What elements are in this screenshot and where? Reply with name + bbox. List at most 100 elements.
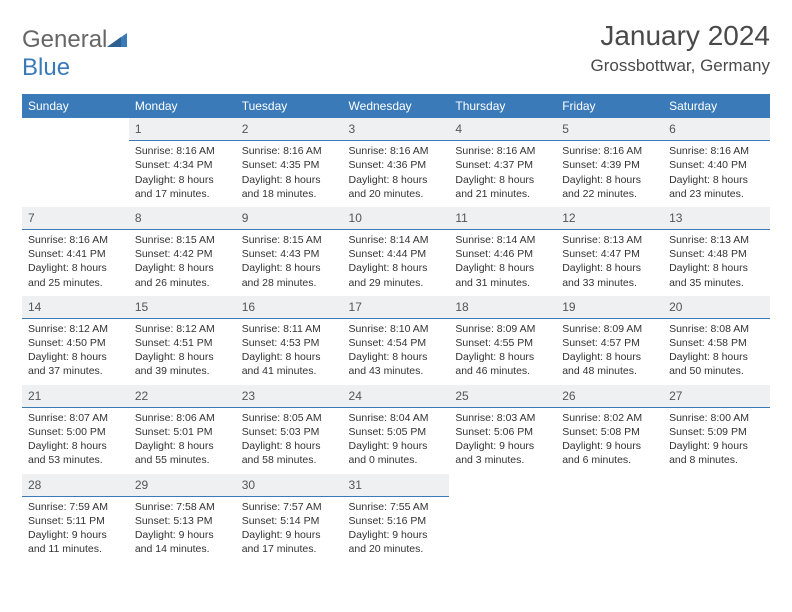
sunrise-text: Sunrise: 8:11 AM [242, 322, 337, 336]
calendar-day-cell: 31Sunrise: 7:55 AMSunset: 5:16 PMDayligh… [343, 474, 450, 563]
day-number: 18 [449, 296, 556, 319]
calendar-day-cell: 17Sunrise: 8:10 AMSunset: 4:54 PMDayligh… [343, 296, 450, 385]
day-body: Sunrise: 8:15 AMSunset: 4:43 PMDaylight:… [236, 230, 343, 296]
daylight-line2: and 46 minutes. [455, 364, 550, 378]
sunrise-text: Sunrise: 8:04 AM [349, 411, 444, 425]
daylight-line2: and 14 minutes. [135, 542, 230, 556]
day-body: Sunrise: 8:06 AMSunset: 5:01 PMDaylight:… [129, 408, 236, 474]
sunrise-text: Sunrise: 8:05 AM [242, 411, 337, 425]
sunrise-text: Sunrise: 8:13 AM [562, 233, 657, 247]
day-number: 3 [343, 118, 450, 141]
calendar-week-row: 28Sunrise: 7:59 AMSunset: 5:11 PMDayligh… [22, 474, 770, 563]
sunset-text: Sunset: 5:06 PM [455, 425, 550, 439]
daylight-line2: and 11 minutes. [28, 542, 123, 556]
day-number: 28 [22, 474, 129, 497]
sunset-text: Sunset: 4:51 PM [135, 336, 230, 350]
day-number: 9 [236, 207, 343, 230]
sunset-text: Sunset: 4:43 PM [242, 247, 337, 261]
day-body: Sunrise: 8:09 AMSunset: 4:57 PMDaylight:… [556, 319, 663, 385]
calendar-empty-cell [22, 118, 129, 207]
logo-part1: General [22, 26, 107, 53]
day-number: 12 [556, 207, 663, 230]
daylight-line1: Daylight: 8 hours [242, 350, 337, 364]
weekday-header: Monday [129, 94, 236, 118]
weekday-header: Saturday [663, 94, 770, 118]
header: GeneralBlue January 2024 Grossbottwar, G… [22, 20, 770, 82]
daylight-line1: Daylight: 8 hours [349, 350, 444, 364]
daylight-line1: Daylight: 8 hours [135, 439, 230, 453]
sunrise-text: Sunrise: 8:06 AM [135, 411, 230, 425]
sunrise-text: Sunrise: 7:58 AM [135, 500, 230, 514]
daylight-line2: and 41 minutes. [242, 364, 337, 378]
daylight-line1: Daylight: 9 hours [349, 439, 444, 453]
day-number: 16 [236, 296, 343, 319]
day-body: Sunrise: 8:11 AMSunset: 4:53 PMDaylight:… [236, 319, 343, 385]
sunrise-text: Sunrise: 8:16 AM [349, 144, 444, 158]
daylight-line1: Daylight: 9 hours [28, 528, 123, 542]
daylight-line1: Daylight: 8 hours [242, 261, 337, 275]
weekday-header: Wednesday [343, 94, 450, 118]
calendar-day-cell: 8Sunrise: 8:15 AMSunset: 4:42 PMDaylight… [129, 207, 236, 296]
daylight-line1: Daylight: 8 hours [135, 261, 230, 275]
daylight-line1: Daylight: 8 hours [349, 261, 444, 275]
day-number: 20 [663, 296, 770, 319]
day-number: 6 [663, 118, 770, 141]
daylight-line2: and 0 minutes. [349, 453, 444, 467]
sunset-text: Sunset: 5:03 PM [242, 425, 337, 439]
day-body: Sunrise: 8:16 AMSunset: 4:40 PMDaylight:… [663, 141, 770, 207]
logo-part2: Blue [22, 54, 70, 81]
daylight-line1: Daylight: 8 hours [562, 173, 657, 187]
daylight-line1: Daylight: 8 hours [135, 173, 230, 187]
sunset-text: Sunset: 4:55 PM [455, 336, 550, 350]
day-body: Sunrise: 7:58 AMSunset: 5:13 PMDaylight:… [129, 497, 236, 563]
day-body: Sunrise: 8:15 AMSunset: 4:42 PMDaylight:… [129, 230, 236, 296]
day-number: 7 [22, 207, 129, 230]
daylight-line2: and 21 minutes. [455, 187, 550, 201]
daylight-line1: Daylight: 8 hours [28, 350, 123, 364]
daylight-line2: and 43 minutes. [349, 364, 444, 378]
day-number: 15 [129, 296, 236, 319]
sunrise-text: Sunrise: 8:10 AM [349, 322, 444, 336]
sunrise-text: Sunrise: 8:12 AM [135, 322, 230, 336]
sunrise-text: Sunrise: 8:16 AM [135, 144, 230, 158]
day-number: 13 [663, 207, 770, 230]
calendar-day-cell: 5Sunrise: 8:16 AMSunset: 4:39 PMDaylight… [556, 118, 663, 207]
sunset-text: Sunset: 5:14 PM [242, 514, 337, 528]
sunrise-text: Sunrise: 7:59 AM [28, 500, 123, 514]
day-number: 25 [449, 385, 556, 408]
day-body: Sunrise: 8:16 AMSunset: 4:34 PMDaylight:… [129, 141, 236, 207]
daylight-line1: Daylight: 8 hours [669, 350, 764, 364]
day-number: 8 [129, 207, 236, 230]
day-body: Sunrise: 8:00 AMSunset: 5:09 PMDaylight:… [663, 408, 770, 474]
calendar-day-cell: 13Sunrise: 8:13 AMSunset: 4:48 PMDayligh… [663, 207, 770, 296]
day-number: 31 [343, 474, 450, 497]
sunset-text: Sunset: 4:40 PM [669, 158, 764, 172]
sunrise-text: Sunrise: 8:16 AM [669, 144, 764, 158]
daylight-line1: Daylight: 8 hours [669, 261, 764, 275]
calendar-week-row: 7Sunrise: 8:16 AMSunset: 4:41 PMDaylight… [22, 207, 770, 296]
triangle-icon [107, 26, 127, 54]
day-number: 22 [129, 385, 236, 408]
daylight-line2: and 29 minutes. [349, 276, 444, 290]
daylight-line2: and 25 minutes. [28, 276, 123, 290]
weekday-header: Sunday [22, 94, 129, 118]
calendar-day-cell: 22Sunrise: 8:06 AMSunset: 5:01 PMDayligh… [129, 385, 236, 474]
daylight-line1: Daylight: 8 hours [135, 350, 230, 364]
day-body: Sunrise: 8:13 AMSunset: 4:48 PMDaylight:… [663, 230, 770, 296]
day-body: Sunrise: 8:03 AMSunset: 5:06 PMDaylight:… [449, 408, 556, 474]
day-body: Sunrise: 8:13 AMSunset: 4:47 PMDaylight:… [556, 230, 663, 296]
calendar-week-row: 21Sunrise: 8:07 AMSunset: 5:00 PMDayligh… [22, 385, 770, 474]
day-body: Sunrise: 8:16 AMSunset: 4:35 PMDaylight:… [236, 141, 343, 207]
sunrise-text: Sunrise: 8:09 AM [455, 322, 550, 336]
day-body: Sunrise: 8:08 AMSunset: 4:58 PMDaylight:… [663, 319, 770, 385]
calendar-day-cell: 9Sunrise: 8:15 AMSunset: 4:43 PMDaylight… [236, 207, 343, 296]
calendar-table: SundayMondayTuesdayWednesdayThursdayFrid… [22, 94, 770, 562]
daylight-line2: and 35 minutes. [669, 276, 764, 290]
day-number: 26 [556, 385, 663, 408]
calendar-day-cell: 23Sunrise: 8:05 AMSunset: 5:03 PMDayligh… [236, 385, 343, 474]
daylight-line1: Daylight: 8 hours [242, 173, 337, 187]
sunset-text: Sunset: 4:54 PM [349, 336, 444, 350]
daylight-line1: Daylight: 9 hours [242, 528, 337, 542]
sunset-text: Sunset: 4:34 PM [135, 158, 230, 172]
day-body: Sunrise: 7:57 AMSunset: 5:14 PMDaylight:… [236, 497, 343, 563]
